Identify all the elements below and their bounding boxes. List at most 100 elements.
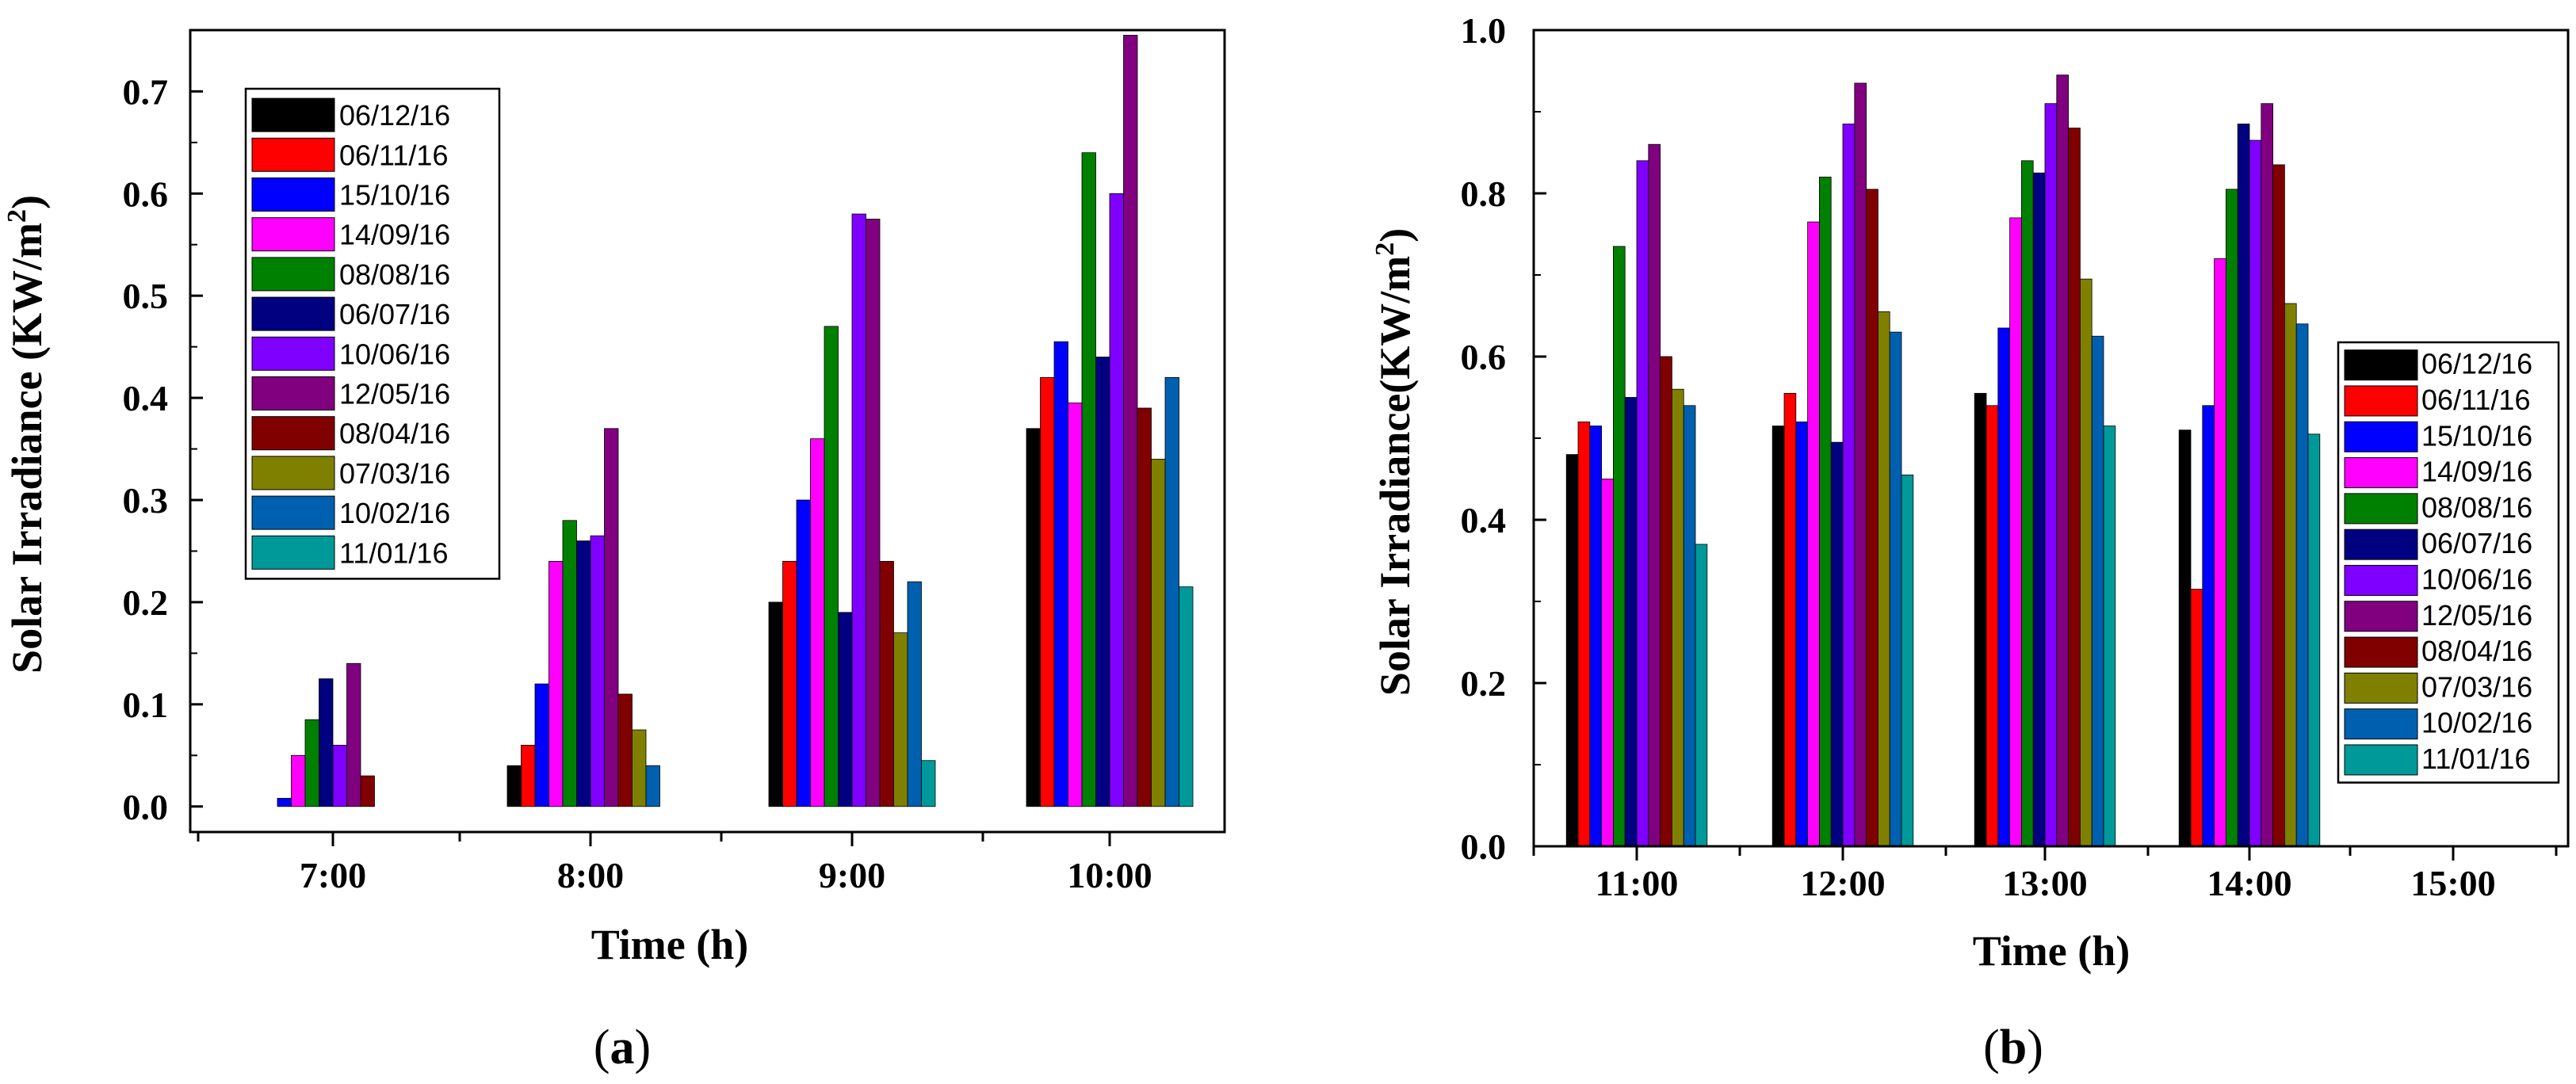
bar-10-02-16-1200 xyxy=(1889,331,1902,847)
bar-08-08-16-700 xyxy=(304,719,319,807)
bar-12-05-16-1400 xyxy=(2261,103,2274,847)
bar-06-12-16-1000 xyxy=(1026,428,1041,807)
bar-07-03-16-1100 xyxy=(1671,388,1684,847)
bar-11-01-16-1000 xyxy=(1179,586,1194,807)
bar-08-08-16-1200 xyxy=(1818,176,1832,847)
bar-15-10-16-1000 xyxy=(1053,341,1068,807)
bar-06-07-16-1300 xyxy=(2032,172,2046,847)
legend-label: 07/03/16 xyxy=(2421,670,2532,703)
bar-08-04-16-800 xyxy=(617,693,633,807)
bar-11-01-16-1300 xyxy=(2103,426,2116,847)
panel-label: (a) xyxy=(594,1021,651,1074)
bar-07-03-16-1300 xyxy=(2079,278,2093,847)
legend-label: 10/02/16 xyxy=(2421,707,2532,739)
bar-10-06-16-1200 xyxy=(1842,124,1856,847)
legend-swatch xyxy=(2344,744,2418,776)
bar-14-09-16-1200 xyxy=(1807,221,1820,847)
legend-swatch xyxy=(2344,457,2418,489)
legend-swatch xyxy=(2344,564,2418,596)
legend-label: 10/06/16 xyxy=(339,338,450,370)
legend-swatch xyxy=(2344,385,2418,417)
bar-07-03-16-800 xyxy=(632,729,647,807)
legend-label: 12/05/16 xyxy=(339,378,450,410)
x-tick-label: 11:00 xyxy=(1596,863,1679,903)
bar-10-02-16-1100 xyxy=(1683,405,1696,847)
bar-12-05-16-1100 xyxy=(1648,143,1661,847)
bar-08-04-16-1400 xyxy=(2272,164,2285,847)
bar-06-12-16-1300 xyxy=(1974,392,1987,847)
legend-label: 15/10/16 xyxy=(339,179,450,212)
bar-06-11-16-1300 xyxy=(1986,405,1999,847)
bar-11-01-16-1100 xyxy=(1695,544,1708,847)
legend-label: 06/07/16 xyxy=(339,298,450,330)
bar-11-01-16-1200 xyxy=(1901,474,1914,847)
bar-08-08-16-1400 xyxy=(2225,189,2238,847)
bar-08-08-16-1300 xyxy=(2020,160,2034,847)
y-axis-title: Solar Irradiance (KW/m2) xyxy=(2,195,51,674)
bar-10-06-16-800 xyxy=(590,535,605,807)
legend-label: 11/01/16 xyxy=(2421,742,2530,775)
legend-label: 14/09/16 xyxy=(2421,456,2532,488)
legend-swatch xyxy=(2344,349,2418,381)
bar-07-03-16-1400 xyxy=(2284,303,2297,847)
bar-14-09-16-1400 xyxy=(2214,258,2226,847)
legend-swatch xyxy=(251,177,335,212)
y-tick-label: 0.6 xyxy=(1461,337,1507,377)
legend-label: 06/11/16 xyxy=(339,139,448,171)
bar-06-07-16-700 xyxy=(319,678,334,807)
legend-swatch xyxy=(251,535,335,570)
y-tick-label: 0.0 xyxy=(1461,826,1507,867)
bar-06-12-16-1200 xyxy=(1771,426,1785,847)
bar-14-09-16-700 xyxy=(291,754,306,807)
legend-label: 08/08/16 xyxy=(2421,491,2532,524)
bar-06-11-16-1400 xyxy=(2190,589,2203,847)
bar-15-10-16-700 xyxy=(277,798,292,807)
bar-15-10-16-1400 xyxy=(2202,405,2215,847)
legend-swatch xyxy=(2344,493,2418,525)
legend-swatch xyxy=(251,416,335,451)
x-axis-title: Time (h) xyxy=(1973,927,2131,975)
bar-08-08-16-1000 xyxy=(1081,152,1096,807)
legend-label: 15/10/16 xyxy=(2421,419,2532,452)
bar-08-04-16-700 xyxy=(360,775,375,807)
bar-06-07-16-900 xyxy=(838,612,853,807)
bar-10-06-16-1100 xyxy=(1636,160,1649,847)
bar-15-10-16-1200 xyxy=(1795,422,1809,847)
legend-label: 12/05/16 xyxy=(2421,599,2532,632)
bar-08-04-16-1200 xyxy=(1866,189,1878,847)
legend-label: 06/11/16 xyxy=(2421,384,2530,416)
bar-10-02-16-1000 xyxy=(1164,376,1179,807)
bar-15-10-16-800 xyxy=(534,683,549,807)
bar-11-01-16-1400 xyxy=(2307,433,2321,847)
bar-06-07-16-1400 xyxy=(2237,124,2250,847)
bar-10-06-16-1300 xyxy=(2044,103,2058,847)
bar-08-04-16-1300 xyxy=(2068,128,2081,847)
y-tick-label: 1.0 xyxy=(1461,10,1507,51)
bar-12-05-16-1200 xyxy=(1854,82,1867,847)
bar-08-08-16-900 xyxy=(824,326,839,807)
bar-15-10-16-1100 xyxy=(1589,426,1603,847)
y-tick-label: 0.3 xyxy=(123,480,169,521)
legend-label: 08/04/16 xyxy=(2421,635,2532,667)
legend-label: 06/12/16 xyxy=(2421,348,2532,380)
panel-label: (b) xyxy=(1983,1021,2043,1074)
legend-swatch xyxy=(251,97,335,132)
bar-08-04-16-1000 xyxy=(1137,407,1152,807)
legend-swatch xyxy=(2344,708,2418,740)
legend-swatch xyxy=(251,257,335,292)
legend-label: 11/01/16 xyxy=(339,536,448,569)
legend-label: 07/03/16 xyxy=(339,457,450,490)
chart-panel-b: 0.0 0.2 0.4 0.6 0.8 1.0 11:00 12:00 13:00 14:00 15… xyxy=(1370,10,2570,1074)
bar-12-05-16-900 xyxy=(866,219,881,807)
y-tick-label: 0.6 xyxy=(123,174,169,214)
x-axis-title: Time (h) xyxy=(591,921,749,968)
bar-10-06-16-900 xyxy=(851,213,866,807)
bar-06-12-16-800 xyxy=(506,765,522,807)
legend-swatch xyxy=(251,137,335,172)
bar-14-09-16-900 xyxy=(810,438,825,807)
bar-15-10-16-1300 xyxy=(1997,327,2011,847)
bar-08-04-16-1100 xyxy=(1660,356,1672,847)
x-tick-label: 8:00 xyxy=(557,855,624,895)
bar-10-02-16-800 xyxy=(645,765,660,807)
bar-12-05-16-700 xyxy=(346,662,361,807)
